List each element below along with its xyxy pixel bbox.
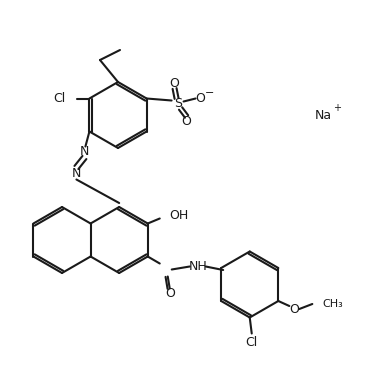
Text: O: O	[170, 77, 180, 90]
Text: +: +	[333, 103, 341, 113]
Text: Na: Na	[315, 108, 332, 121]
Text: N: N	[80, 145, 89, 158]
Text: N: N	[72, 167, 81, 180]
Text: −: −	[205, 87, 214, 98]
Text: Cl: Cl	[246, 336, 258, 349]
Text: NH: NH	[188, 260, 207, 273]
Text: CH₃: CH₃	[322, 299, 343, 309]
Text: S: S	[175, 97, 183, 110]
Text: OH: OH	[170, 209, 189, 222]
Text: O: O	[182, 115, 192, 128]
Text: Cl: Cl	[53, 92, 66, 105]
Text: O: O	[165, 287, 175, 300]
Text: O: O	[289, 303, 299, 316]
Text: O: O	[196, 92, 206, 105]
